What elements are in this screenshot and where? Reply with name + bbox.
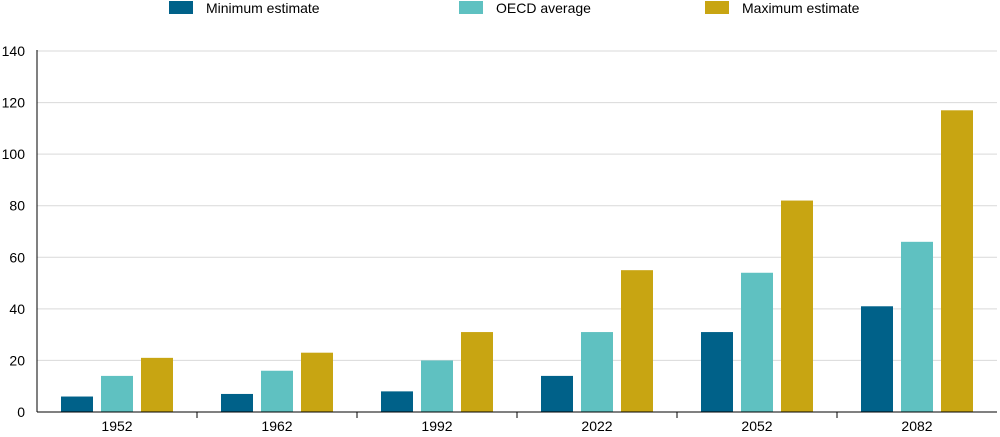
bars: [61, 110, 973, 413]
bar: [221, 393, 253, 412]
bar: [421, 360, 453, 412]
bar: [301, 352, 333, 412]
legend-swatch: [169, 1, 193, 14]
x-axis-ticks: 1952 1962 1992 2022 2052 2082: [101, 418, 932, 434]
y-axis-ticks: 0 20 40 60 80 100 120 140: [2, 43, 26, 420]
bar: [941, 110, 973, 413]
gridlines: [37, 50, 997, 361]
x-tick-label: 2022: [581, 418, 612, 432]
legend: Minimum estimate OECD average Maximum esti…: [169, 0, 860, 16]
y-tick-label: 100: [2, 146, 26, 162]
x-tick-label: 2052: [741, 418, 772, 432]
bar: [901, 241, 933, 412]
bar: [381, 391, 413, 412]
y-tick-label: 140: [2, 43, 26, 59]
legend-label: OECD average: [496, 0, 591, 16]
y-tick-label: 120: [2, 95, 26, 111]
y-tick-label: 0: [17, 404, 25, 420]
legend-swatch: [459, 1, 483, 14]
bar: [461, 332, 493, 412]
bar: [861, 306, 893, 412]
axes: [36, 50, 997, 418]
x-tick-label: 2082: [901, 418, 932, 432]
bar: [581, 332, 613, 412]
bar: [701, 332, 733, 412]
bar: [101, 375, 133, 412]
legend-label: Maximum estimate: [742, 0, 860, 16]
bar: [781, 200, 813, 412]
y-tick-label: 80: [9, 198, 25, 214]
y-tick-label: 40: [9, 301, 25, 317]
bar: [541, 375, 573, 412]
legend-label: Minimum estimate: [206, 0, 320, 16]
bar: [261, 370, 293, 412]
y-tick-label: 20: [9, 352, 25, 368]
bar: [621, 270, 653, 412]
x-tick-label: 1952: [101, 418, 132, 432]
x-tick-label: 1992: [421, 418, 452, 432]
bar: [61, 396, 93, 412]
bar: [141, 357, 173, 412]
legend-swatch: [705, 1, 729, 14]
bar: [741, 272, 773, 412]
x-tick-label: 1962: [261, 418, 292, 432]
y-tick-label: 60: [9, 249, 25, 265]
